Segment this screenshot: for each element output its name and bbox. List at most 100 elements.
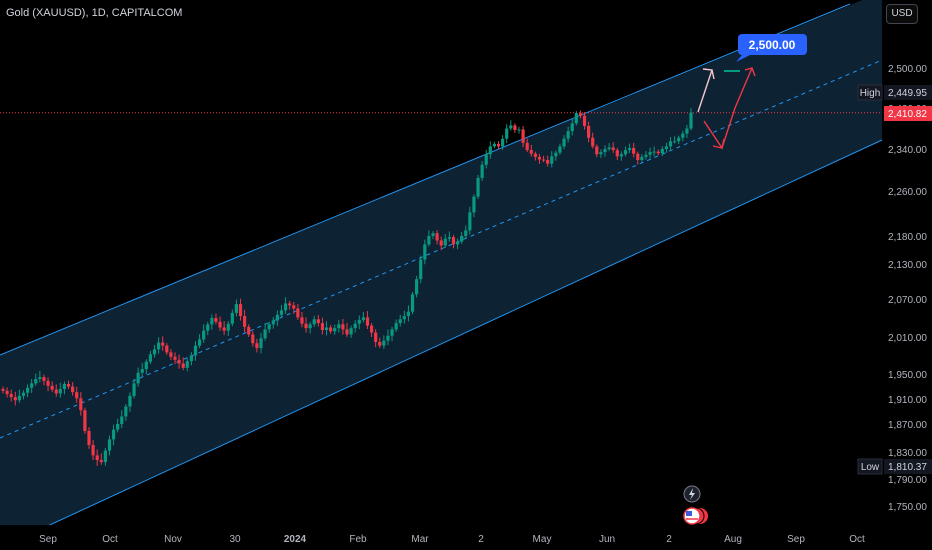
x-axis[interactable]: Sep Oct Nov 30 2024 Feb Mar 2 May Jun 2 Aug Sep Oct (0, 525, 932, 550)
candle (415, 275, 419, 298)
candle-body (333, 328, 337, 332)
candle (140, 362, 144, 378)
candle-body (243, 316, 247, 327)
candle-body (447, 237, 451, 239)
candle-body (460, 236, 464, 242)
candle (173, 352, 177, 365)
candle-body (173, 356, 177, 360)
y-tick-label: 1,830.00 (888, 448, 927, 459)
candle-body (161, 342, 165, 346)
candle-body (58, 389, 62, 394)
low-value: 1,810.37 (888, 462, 927, 473)
candle-body (636, 153, 640, 161)
candle-body (496, 143, 501, 147)
candle-body (116, 424, 120, 430)
candle-body (660, 149, 664, 154)
channel-upper-line (0, 3, 851, 356)
y-axis[interactable]: 2,500.002,420.002,340.002,260.002,180.00… (882, 0, 932, 525)
candle-body (46, 380, 50, 386)
candle (619, 151, 623, 161)
candle-body (627, 147, 632, 151)
candle-body (62, 384, 67, 389)
candle (275, 310, 279, 326)
candle (165, 343, 169, 355)
high-label: High (860, 88, 881, 99)
candle (374, 329, 378, 348)
candle (152, 345, 157, 358)
candle (427, 230, 431, 247)
candle (333, 324, 337, 335)
candle (591, 132, 595, 149)
candle-body (238, 304, 243, 317)
candle-body (279, 310, 284, 315)
currency-button[interactable]: USD (886, 4, 918, 24)
x-tick-label: 30 (229, 534, 241, 545)
candle (685, 124, 689, 138)
candle-body (615, 150, 619, 157)
high-tag (857, 84, 883, 101)
candle (50, 381, 54, 393)
candle (157, 337, 161, 354)
candle-body (640, 156, 644, 161)
candle (361, 311, 365, 323)
candle (185, 358, 189, 372)
candle (345, 323, 349, 337)
candle (210, 314, 214, 330)
candle (95, 449, 99, 466)
candle (533, 151, 537, 161)
candle (554, 150, 558, 161)
candle-body (570, 123, 574, 132)
candle-body (87, 431, 91, 445)
candle (431, 230, 435, 240)
candle (660, 146, 664, 157)
candle-body (525, 142, 529, 151)
candle-body (144, 361, 148, 370)
candle-body (677, 137, 681, 142)
candle (296, 304, 300, 320)
candle (652, 146, 656, 157)
candle (259, 332, 263, 354)
candle-body (656, 151, 660, 154)
candle (136, 367, 140, 387)
candle (267, 321, 271, 333)
candle-body (554, 152, 558, 157)
candle (390, 326, 394, 342)
candle (238, 298, 243, 321)
channel-fill (0, 0, 882, 548)
candle-body (206, 324, 210, 331)
low-tag (857, 458, 883, 475)
candle-body (124, 406, 128, 417)
candle-body (603, 149, 607, 153)
candle-body (271, 320, 275, 325)
projection-up-arrow (697, 69, 713, 113)
candle-body (177, 359, 181, 364)
candle (484, 149, 488, 169)
candle-body (181, 363, 185, 368)
candle-body (54, 389, 58, 394)
candle (460, 232, 464, 244)
us-flag-canton (686, 511, 692, 516)
lightning-icon (689, 488, 695, 500)
event-icons[interactable] (683, 485, 708, 525)
candle-body (222, 327, 226, 331)
candle (247, 324, 251, 337)
candle (251, 330, 255, 347)
candle-body (505, 128, 509, 139)
candle (206, 321, 210, 336)
symbol-title[interactable]: Gold (XAUUSD), 1D, CAPITALCOM (6, 7, 183, 19)
candle-body (435, 233, 439, 241)
candle (316, 314, 320, 327)
candle (234, 299, 239, 317)
candle (472, 194, 476, 218)
candle (541, 155, 546, 163)
candle (599, 149, 603, 158)
candle-body (599, 152, 603, 155)
candle (38, 370, 42, 383)
candle (66, 380, 71, 389)
candles (1, 108, 693, 466)
candle (410, 292, 415, 315)
candle-body (111, 429, 116, 440)
candle (603, 145, 607, 157)
candle-body (619, 154, 623, 157)
